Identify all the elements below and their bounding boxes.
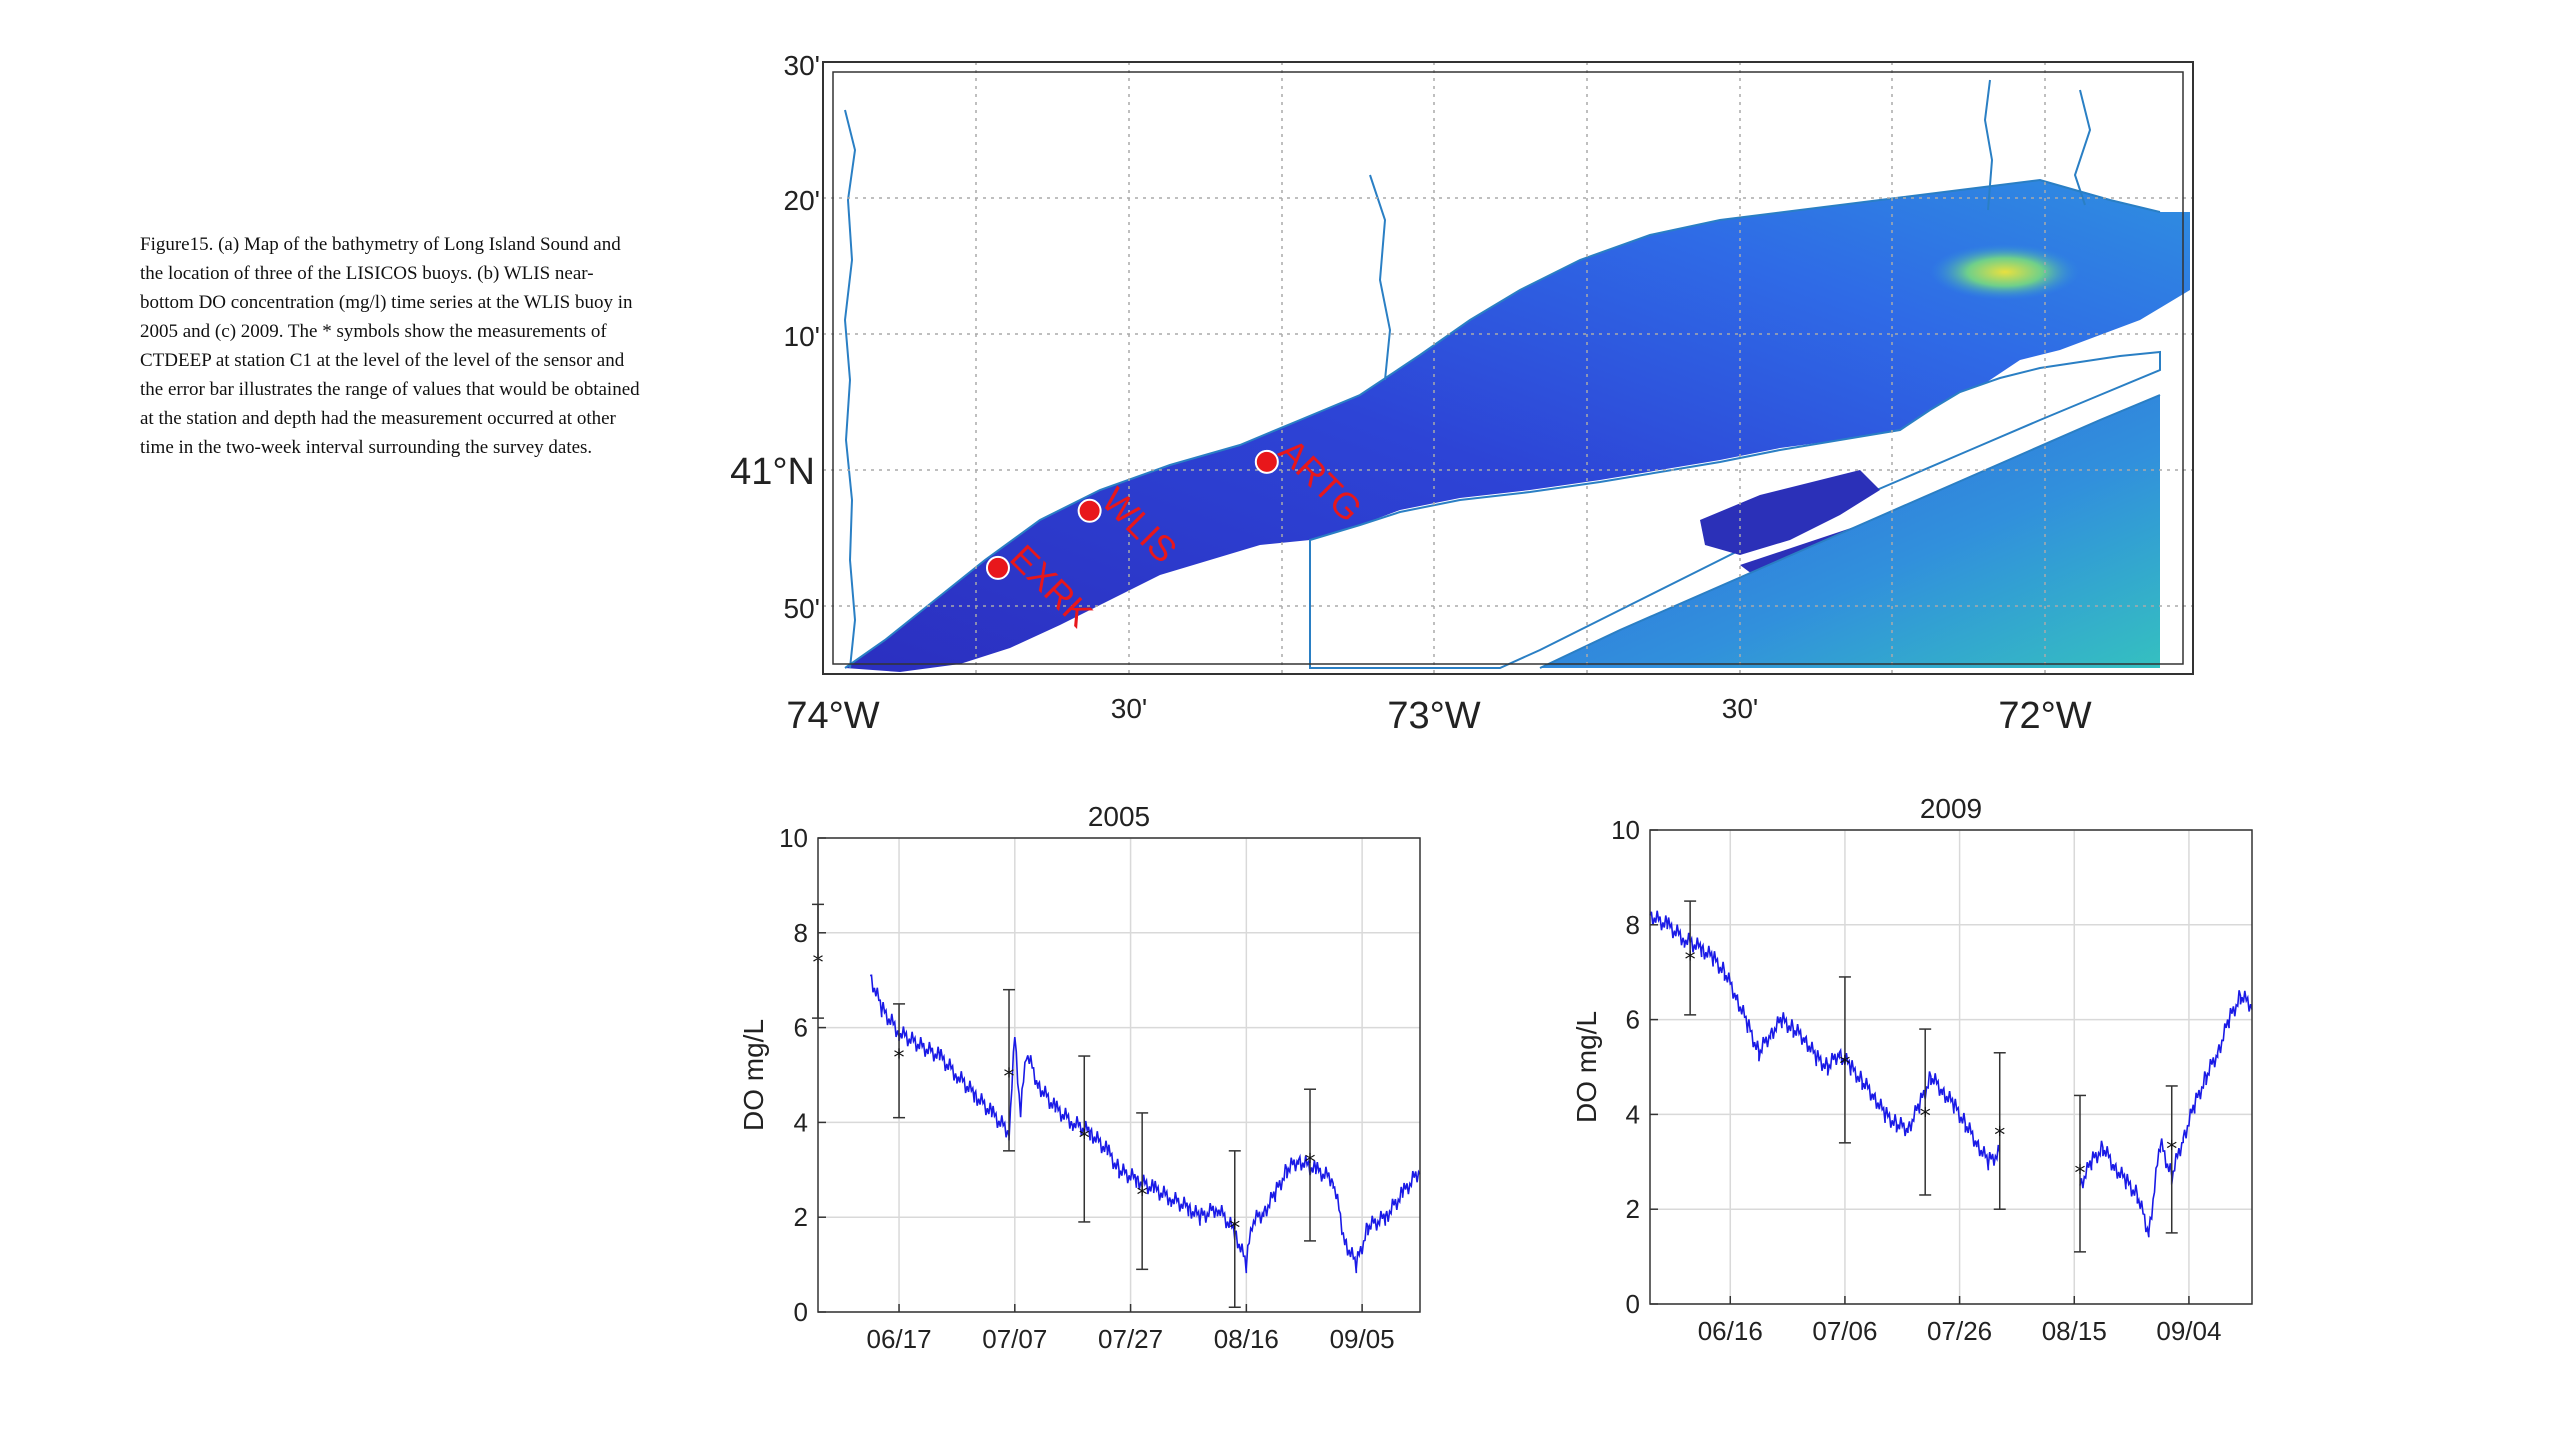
ctdeep-measurement-marker: * xyxy=(1920,1104,1931,1129)
atlantic-ocean-water xyxy=(1540,395,2160,668)
ctdeep-errorbar: * xyxy=(1136,1112,1149,1271)
chart-2009-data: * * * * * * xyxy=(1649,900,2253,1253)
figure-caption: Figure15. (a) Map of the bathymetry of L… xyxy=(140,234,640,458)
ctdeep-measurement-marker: * xyxy=(1305,1150,1316,1175)
x-tick-label: 07/06 xyxy=(1812,1316,1877,1346)
map-frame-outer xyxy=(822,61,2194,675)
y-tick-label: 2 xyxy=(794,1202,808,1232)
chart-2009-ticks: 0 2 4 6 8 10 06/16 07/06 07/26 08/15 09/04 xyxy=(1611,815,2221,1346)
ctdeep-measurement-marker: * xyxy=(2166,1138,2177,1163)
peconic-bay xyxy=(1700,470,1880,555)
housatonic-river xyxy=(1369,174,1392,381)
station-marker-artg xyxy=(1254,449,1279,474)
y-tick-label: 6 xyxy=(1626,1005,1640,1035)
ctdeep-measurement-marker: * xyxy=(1079,1127,1090,1152)
chart-2009-plot-area xyxy=(1650,830,2252,1304)
ctdeep-errorbar: * xyxy=(2074,1094,2086,1253)
station-marker-wlis xyxy=(1077,498,1102,523)
ctdeep-measurement-marker: * xyxy=(1839,1052,1850,1077)
ctdeep-measurement-marker: * xyxy=(1994,1123,2005,1148)
chart-2009-axes-box xyxy=(1649,829,2253,1305)
y-tick-label: 10 xyxy=(1611,815,1640,845)
y-tick-label: 2 xyxy=(1626,1194,1640,1224)
do-series-line xyxy=(869,974,1421,1274)
ctdeep-errorbar: * xyxy=(1304,1088,1317,1242)
ctdeep-measurement-marker: * xyxy=(1685,948,1696,973)
map-gridlines xyxy=(823,62,2193,674)
x-tick-label: 07/26 xyxy=(1927,1316,1992,1346)
map-lon-label-73w: 73°W xyxy=(1387,695,1480,737)
chart-2009-ylabel: DO mg/L xyxy=(1571,1011,1602,1123)
x-tick-label: 08/16 xyxy=(1214,1324,1279,1354)
y-tick-label: 8 xyxy=(1626,910,1640,940)
map-lon-label-74w: 74°W xyxy=(786,695,879,737)
x-tick-label: 08/15 xyxy=(2042,1316,2107,1346)
map-lat-label-50: 50' xyxy=(784,593,821,624)
bathymetry-map: 30' 20' 10' 41°N 50' 74°W 30' 73°W 30' 7… xyxy=(730,50,2194,737)
map-lon-label-72w: 72°W xyxy=(1998,695,2091,737)
y-tick-label: 10 xyxy=(779,823,808,853)
map-lat-label-41n: 41°N xyxy=(730,451,815,493)
ctdeep-measurement-marker: * xyxy=(1004,1065,1015,1090)
x-tick-label: 07/07 xyxy=(982,1324,1047,1354)
chart-2005-axes-box xyxy=(817,837,1421,1313)
ctdeep-errorbar: * xyxy=(1078,1055,1091,1223)
ctdeep-errorbar: * xyxy=(2165,1085,2178,1234)
ctdeep-errorbar: * xyxy=(1003,988,1016,1152)
map-frame-inner xyxy=(832,71,2184,665)
ctdeep-errorbar: * xyxy=(1993,1052,2006,1210)
south-shore-line xyxy=(1539,394,2161,669)
y-tick-label: 4 xyxy=(1626,1099,1640,1129)
ctdeep-errorbar: * xyxy=(1919,1028,1932,1196)
map-lat-label-30: 30' xyxy=(784,50,821,81)
y-tick-label: 8 xyxy=(794,918,808,948)
ctdeep-measurement-marker: * xyxy=(2075,1161,2086,1186)
coastline-north xyxy=(844,178,2161,669)
ctdeep-measurement-marker: * xyxy=(894,1046,905,1071)
chart-2005-ylabel: DO mg/L xyxy=(738,1019,769,1131)
station-marker-exrk xyxy=(985,555,1010,580)
map-lat-label-20: 20' xyxy=(784,185,821,216)
y-tick-label: 6 xyxy=(794,1013,808,1043)
map-lon-label-30a: 30' xyxy=(1111,693,1148,724)
y-tick-label: 4 xyxy=(794,1107,808,1137)
chart-2005-plot-area xyxy=(818,838,1420,1312)
x-tick-label: 06/16 xyxy=(1698,1316,1763,1346)
chart-2009-title: 2009 xyxy=(1920,793,1982,824)
ctdeep-errorbar: * xyxy=(1228,1150,1241,1309)
x-tick-label: 06/17 xyxy=(866,1324,931,1354)
thames-river xyxy=(2073,89,2092,206)
map-lon-label-30b: 30' xyxy=(1722,693,1759,724)
x-tick-label: 07/27 xyxy=(1098,1324,1163,1354)
chart-2005-ticks: 0 2 4 6 8 10 06/17 07/07 07/27 08/16 09/05 xyxy=(779,823,1395,1354)
y-tick-label: 0 xyxy=(794,1297,808,1327)
x-tick-label: 09/05 xyxy=(1330,1324,1395,1354)
shallow-hotspot xyxy=(1930,244,2080,300)
y-tick-label: 0 xyxy=(1626,1289,1640,1319)
hudson-river xyxy=(843,109,857,669)
chart-2005-data: ******* xyxy=(812,903,1421,1309)
ctdeep-errorbar: * xyxy=(893,1003,906,1119)
ctdeep-errorbar: * xyxy=(1684,900,1697,1016)
do-series-line xyxy=(1649,910,2253,1238)
long-island-sound-water xyxy=(845,180,2190,672)
connecticut-river xyxy=(1983,79,1994,211)
chart-2005-title: 2005 xyxy=(1088,801,1150,832)
map-lat-label-10: 10' xyxy=(784,321,821,352)
ctdeep-errorbar: * xyxy=(1838,976,1851,1144)
ctdeep-measurement-marker: * xyxy=(1137,1184,1148,1209)
x-tick-label: 09/04 xyxy=(2156,1316,2221,1346)
ctdeep-measurement-marker: * xyxy=(1229,1217,1240,1242)
